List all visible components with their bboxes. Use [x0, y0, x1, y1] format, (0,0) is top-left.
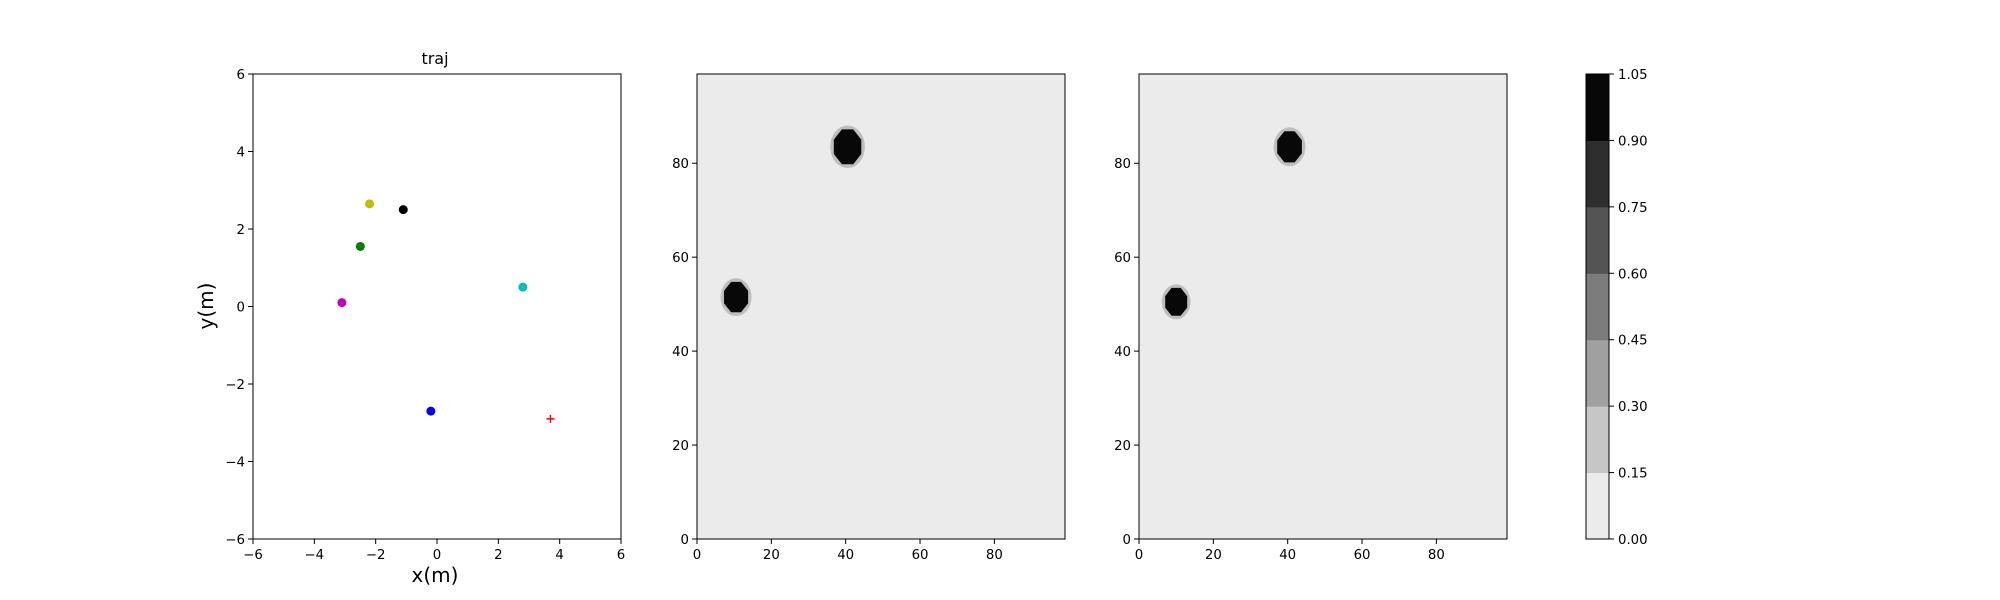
obstacle-blob — [1277, 131, 1302, 163]
colorbar: 0.00 0.15 0.30 0.45 0.60 0.75 0.90 1.05 — [1585, 68, 1648, 548]
colorbar-tick-label: 0.30 — [1618, 400, 1648, 415]
colorbar-tick-label: 1.05 — [1618, 68, 1648, 83]
occupancy-map-1: 0 20 40 60 80 0 20 40 60 80 — [672, 73, 1066, 563]
map2-xtick-label: 60 — [1354, 548, 1371, 563]
colorbar-frame — [1585, 73, 1610, 540]
map2-frame — [1138, 73, 1508, 540]
colorbar-tick-label: 0.75 — [1618, 201, 1648, 216]
map1-ytick-label: 20 — [672, 439, 689, 454]
traj-ytick-label: 4 — [237, 146, 245, 161]
traj-xtick-label: 6 — [617, 548, 625, 563]
colorbar-level — [1586, 339, 1609, 407]
colorbar-tick-label: 0.45 — [1618, 334, 1648, 349]
map1-xtick-label: 40 — [837, 548, 854, 563]
colorbar-level — [1586, 206, 1609, 274]
traj-ytick-label: −4 — [225, 456, 245, 471]
traj-ytick-label: −2 — [225, 378, 245, 393]
agent-point — [337, 298, 347, 308]
map2-xtick-label: 0 — [1135, 548, 1143, 563]
colorbar-level — [1586, 406, 1609, 474]
traj-xtick-label: 2 — [494, 548, 502, 563]
colorbar-level — [1586, 472, 1609, 540]
traj-frame — [252, 73, 622, 540]
traj-xtick-label: −2 — [366, 548, 386, 563]
colorbar-tick-label: 0.60 — [1618, 267, 1648, 282]
traj-xtick-label: 4 — [555, 548, 563, 563]
traj-ytick-label: 6 — [237, 68, 245, 83]
map2-ytick-label: 60 — [1114, 251, 1131, 266]
colorbar-tick-label: 0.00 — [1618, 533, 1648, 548]
traj-ytick-label: 0 — [237, 301, 245, 316]
map1-xtick-label: 60 — [912, 548, 929, 563]
colorbar-level — [1586, 273, 1609, 341]
map1-frame — [696, 73, 1066, 540]
map1-xtick-label: 20 — [763, 548, 780, 563]
map1-ytick-label: 60 — [672, 251, 689, 266]
map2-ytick-label: 20 — [1114, 439, 1131, 454]
colorbar-tick-label: 0.90 — [1618, 134, 1648, 149]
traj-xtick-label: −4 — [305, 548, 325, 563]
traj-ytick-label: 2 — [237, 223, 245, 238]
obstacle-blob — [833, 129, 862, 165]
obstacle-blob — [1165, 287, 1188, 316]
map1-ytick-label: 80 — [672, 157, 689, 172]
map1-background — [697, 74, 1065, 539]
obstacle-blob — [724, 281, 749, 313]
agent-point — [398, 205, 408, 215]
map2-xtick-label: 80 — [1428, 548, 1445, 563]
map2-ytick-label: 40 — [1114, 345, 1131, 360]
agent-point — [518, 282, 528, 292]
map2-xtick-label: 20 — [1205, 548, 1222, 563]
map1-xtick-label: 80 — [986, 548, 1003, 563]
traj-xtick-label: −6 — [243, 548, 263, 563]
colorbar-level — [1586, 74, 1609, 141]
map2-background — [1139, 74, 1507, 539]
colorbar-tick-label: 0.15 — [1618, 467, 1648, 482]
map1-xtick-label: 0 — [693, 548, 701, 563]
traj-xlabel: x(m) — [412, 563, 459, 587]
occupancy-map-2: 0 20 40 60 80 0 20 40 60 80 — [1114, 73, 1508, 563]
colorbar-level — [1586, 140, 1609, 208]
agent-point — [355, 241, 365, 251]
map2-ytick-label: 80 — [1114, 157, 1131, 172]
map1-ytick-label: 0 — [681, 533, 689, 548]
traj-xtick-label: 0 — [433, 548, 441, 563]
traj-ylabel: y(m) — [194, 283, 218, 330]
trajectory-plot: traj x(m) y(m) −6 −4 −2 0 2 4 6 −6 −4 −2 0 2 4 6 — [194, 49, 625, 587]
map1-ytick-label: 40 — [672, 345, 689, 360]
agent-point — [426, 406, 436, 416]
map2-xtick-label: 40 — [1279, 548, 1296, 563]
traj-title: traj — [421, 49, 448, 68]
map2-ytick-label: 0 — [1123, 533, 1131, 548]
traj-ytick-label: −6 — [225, 533, 245, 548]
agent-point — [365, 199, 375, 209]
